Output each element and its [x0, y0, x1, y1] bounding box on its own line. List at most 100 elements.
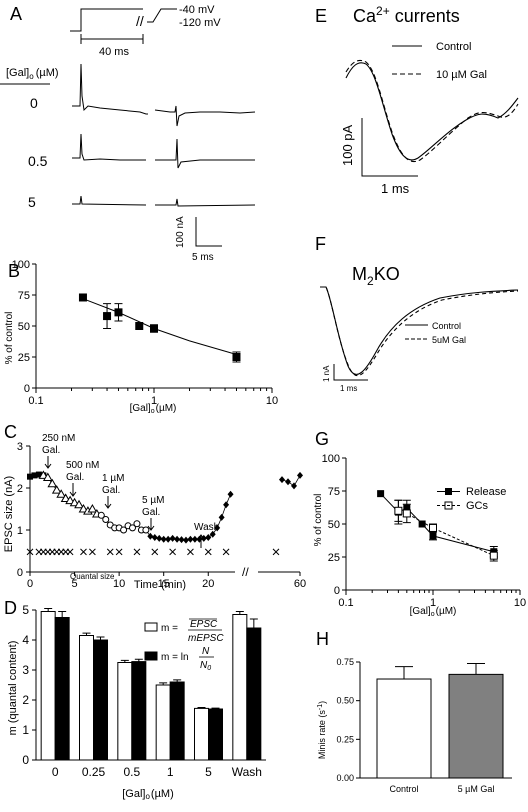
panel-e-letter: E	[315, 6, 327, 26]
c-point-diamond	[182, 536, 189, 544]
c-point-diamond	[291, 482, 297, 490]
protocol-tail	[147, 8, 177, 23]
c-quantal-marker	[106, 548, 114, 556]
panel-d: D 0 1 2 3 4 5 0 0.25 0.5 1 5 Wash m (quantal conten…	[4, 598, 266, 801]
annot-5um-gal: Gal.	[142, 507, 160, 518]
d-bar	[169, 681, 185, 761]
trace-label-0-5: 0.5	[28, 153, 48, 169]
h-ytick-label: 0.00	[336, 773, 354, 783]
b-data-point	[103, 312, 112, 321]
d-error-bar	[120, 659, 129, 663]
g-release-point	[429, 532, 437, 540]
c-point-diamond	[165, 535, 172, 543]
c-point-diamond	[214, 524, 221, 532]
legend-open-num: EPSC	[190, 619, 218, 630]
c-ytick-label: 0	[17, 567, 23, 579]
g-gcs-point	[402, 509, 411, 518]
h-xtick-label: Control	[389, 784, 418, 794]
panel-b-ylabel: % of control	[4, 312, 15, 365]
c-quantal-marker	[187, 548, 194, 556]
d-error-bar	[211, 707, 220, 709]
c-xtick-label: 60	[294, 578, 306, 590]
c-point-diamond	[147, 532, 154, 540]
quantal-size-label: Quantal size	[70, 572, 115, 581]
c-point-diamond	[160, 535, 167, 543]
c-point-circle	[102, 516, 110, 523]
panel-g-xlabel: [Gal]o(µM)	[410, 606, 457, 618]
protocol-low-label: -120 mV	[179, 17, 221, 29]
d-error-bar	[159, 682, 168, 685]
c-trace-line-wash	[281, 475, 301, 487]
d-xtick-label: 5	[205, 765, 212, 779]
c-point-diamond	[223, 501, 230, 509]
h-ytick-label: 0.50	[336, 696, 354, 706]
trace-0-part1	[72, 63, 148, 115]
trace-0-5-part1	[72, 133, 146, 161]
c-point-diamond	[209, 530, 216, 538]
c-point-circle	[142, 526, 150, 534]
axis-break-mark: //	[136, 13, 144, 29]
g-ytick-label: 50	[328, 519, 340, 531]
c-point-circle	[120, 526, 128, 534]
c-point-triangle	[42, 472, 53, 481]
c-point-triangle	[47, 478, 58, 488]
c-point-triangle	[74, 499, 84, 509]
h-error-bar	[467, 663, 485, 675]
c-quantal-marker	[26, 548, 34, 556]
d-ytick-label: 5	[22, 603, 29, 617]
c-quantal-marker	[222, 548, 230, 556]
legend-e-gal: 10 µM Gal	[436, 69, 487, 81]
scalebar-e	[361, 118, 418, 177]
d-bar	[131, 661, 147, 761]
annot-1um: 1 µM	[102, 473, 124, 484]
d-xtick-label: 0	[52, 765, 59, 779]
d-bar	[117, 662, 133, 761]
panel-h: H 0.00 0.25 0.50 0.75 Control 5 µM Gal Minis …	[316, 629, 512, 794]
panel-g-letter: G	[315, 429, 329, 449]
c-xtick-label: 5	[72, 578, 78, 590]
c-quantal-marker	[89, 548, 96, 556]
scalebar-f	[333, 364, 368, 381]
panel-f: F M2KO Control 5uM Gal 1 nA 1 ms	[315, 234, 519, 393]
c-point-circle	[97, 511, 105, 519]
c-quantal-marker	[204, 548, 212, 556]
panel-g: G 0 25 50 75 100 0.1 1 10 % of control [Gal]o(µ…	[313, 429, 526, 618]
annot-500nm-gal: Gal.	[66, 472, 84, 483]
g-release-point	[377, 490, 385, 498]
b-data-point	[232, 353, 241, 361]
b-ytick-label: 25	[18, 352, 30, 364]
scalebar-a-x-label: 5 ms	[192, 252, 214, 263]
panel-c-xlabel: Time (min)	[134, 579, 186, 591]
c-point-diamond	[169, 534, 176, 542]
b-ytick-label: 100	[12, 259, 30, 271]
h-ytick-label: 0.25	[336, 734, 354, 744]
b-data-point	[114, 308, 123, 317]
d-error-bar	[96, 636, 105, 640]
trace-0-5-part2	[155, 138, 255, 169]
trace-label-0: 0	[30, 95, 38, 111]
d-ytick-label: 2	[22, 693, 29, 707]
legend-f-control: Control	[432, 321, 461, 331]
legend-filled-lhs: m = ln	[161, 652, 189, 663]
b-xtick-label: 0.1	[28, 395, 43, 407]
legend-open-den: mEPSC	[188, 633, 224, 644]
d-error-bar	[58, 611, 67, 618]
g-ytick-label: 100	[322, 453, 340, 465]
annot-500nm: 500 nM	[66, 460, 99, 471]
scalebar-a	[195, 217, 222, 247]
panel-c: C // 0 1 2 3 0 5 10 15 20 60 EPSC size (nA) Time (…	[3, 422, 306, 591]
annot-250nm: 250 nM	[42, 433, 75, 444]
d-error-bar	[249, 618, 258, 628]
d-bar	[155, 684, 171, 761]
legend-filled-swatch	[144, 651, 158, 661]
panel-h-letter: H	[316, 629, 329, 649]
trace-5-part2	[155, 198, 256, 207]
panel-e-title: Ca2+ currents	[353, 4, 460, 26]
d-bar	[79, 635, 94, 761]
c-point-diamond	[191, 535, 198, 543]
panel-a: A // -40 mV -120 mV 40 ms [Gal]o (µM) 0 0…	[0, 4, 256, 263]
d-bar	[40, 611, 56, 761]
d-error-bar	[82, 632, 91, 636]
c-quantal-marker	[151, 548, 159, 556]
